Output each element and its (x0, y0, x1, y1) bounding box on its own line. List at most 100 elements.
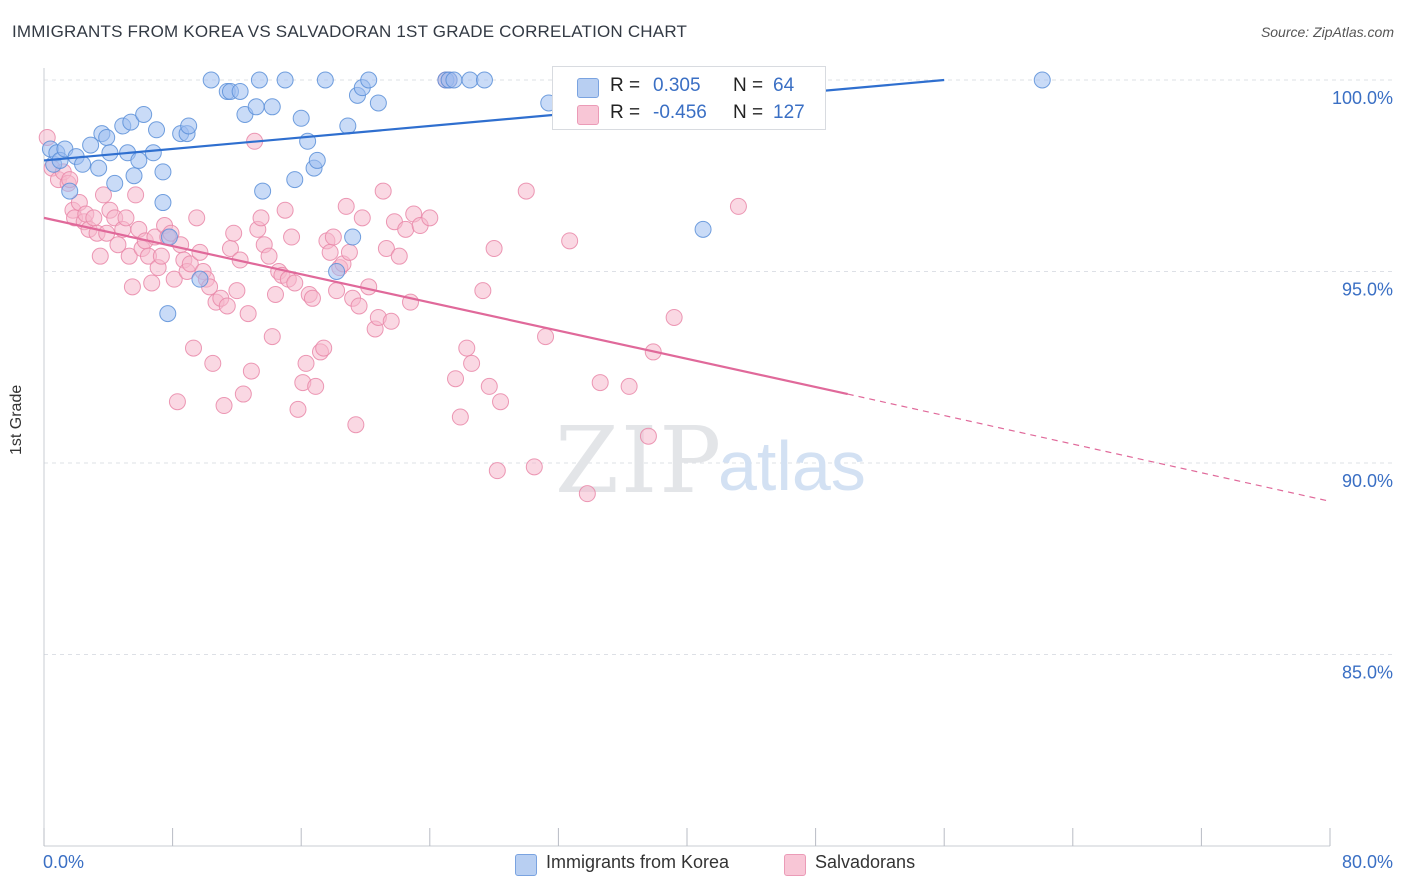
salvadoran-point (123, 278, 141, 296)
salvadoran-point (492, 393, 510, 411)
salvadoran-point (328, 282, 346, 300)
series-legend: Immigrants from Korea Salvadorans (0, 852, 1406, 878)
salvadoran-point (218, 297, 236, 315)
y-tick-label: 95.0% (1342, 280, 1393, 300)
korea-point (160, 228, 178, 246)
salvadoran-point (463, 354, 481, 372)
salvadoran-point (397, 220, 415, 238)
salvadoran-point (152, 247, 170, 265)
korea-point (694, 220, 712, 238)
salvadoran-point (165, 270, 183, 288)
salvadoran-point (184, 339, 202, 357)
korea-point (308, 151, 326, 169)
korea-point (122, 113, 140, 131)
salvadoran-point (374, 182, 392, 200)
korea-point (191, 270, 209, 288)
korea-point (130, 151, 148, 169)
n-value: 127 (773, 102, 805, 123)
salvadoran-point (120, 247, 138, 265)
salvadoran-point (188, 209, 206, 227)
salvadoran-point (537, 328, 555, 346)
watermark-atlas: atlas (718, 427, 866, 505)
salvadoran-point (377, 240, 395, 258)
korea-point (247, 98, 265, 116)
salvadoran-point (307, 377, 325, 395)
salvadoran-point (347, 416, 365, 434)
korea-point (154, 163, 172, 181)
chart-title: IMMIGRANTS FROM KOREA VS SALVADORAN 1ST … (12, 22, 688, 41)
salvadoran-point (283, 228, 301, 246)
salvadoran-point (324, 228, 342, 246)
r-label: R = (610, 102, 641, 123)
salvadoran-point (382, 312, 400, 330)
n-label: N = (733, 102, 764, 123)
salvadoran-point (480, 377, 498, 395)
korea-point (369, 94, 387, 112)
salvadoran-point (109, 236, 127, 254)
korea-point (98, 128, 116, 146)
stats-legend: R = 0.305 N = 64 R = -0.456 N = 127 (552, 66, 826, 130)
salvadoran-point (517, 182, 535, 200)
salvadoran-point (215, 397, 233, 415)
korea-point (90, 159, 108, 177)
salvadoran-point (447, 370, 465, 388)
korea-point (461, 71, 479, 89)
korea-point (159, 305, 177, 323)
korea-point (339, 117, 357, 135)
salvadoran-point (266, 285, 284, 303)
salvadoran-point (260, 247, 278, 265)
salvadoran-point (289, 400, 307, 418)
korea-point (316, 71, 334, 89)
salvadorans-swatch (577, 105, 599, 125)
salvadoran-point (242, 362, 260, 380)
salvadoran-point (639, 427, 657, 445)
r-value: 0.305 (653, 75, 701, 96)
n-value: 64 (773, 75, 795, 96)
legend-label-korea: Immigrants from Korea (546, 852, 730, 872)
korea-point (125, 167, 143, 185)
korea-point (263, 98, 281, 116)
salvadoran-point (127, 186, 145, 204)
salvadoran-point (228, 282, 246, 300)
salvadoran-point (665, 308, 683, 326)
korea-point (148, 121, 166, 139)
salvadoran-point (340, 243, 358, 261)
salvadoran-point (561, 232, 579, 250)
legend-label-salvadorans: Salvadorans (815, 852, 916, 872)
korea-point (231, 82, 249, 100)
korea-point (250, 71, 268, 89)
y-tick-label: 100.0% (1332, 88, 1393, 108)
r-value: -0.456 (653, 102, 707, 123)
salvadoran-point (85, 209, 103, 227)
salvadoran-point (239, 305, 257, 323)
salvadoran-point (286, 274, 304, 292)
korea-point (135, 105, 153, 123)
salvadoran-point (321, 243, 339, 261)
n-label: N = (733, 75, 764, 96)
y-tick-label: 85.0% (1342, 663, 1393, 683)
salvadoran-point (390, 247, 408, 265)
x-tick-label-min: 0.0% (43, 852, 85, 872)
salvadoran-point (297, 354, 315, 372)
salvadoran-point (485, 240, 503, 258)
salvadoran-point (578, 485, 596, 503)
salvadoran-point (729, 197, 747, 215)
salvadoran-point (303, 289, 321, 307)
salvadorans-legend-swatch (784, 854, 806, 876)
r-label: R = (610, 75, 641, 96)
salvadoran-point (337, 197, 355, 215)
korea-point (475, 71, 493, 89)
korea-point (276, 71, 294, 89)
salvadoran-point (488, 462, 506, 480)
korea-point (1033, 71, 1051, 89)
salvadoran-point (252, 209, 270, 227)
korea-point (144, 144, 162, 162)
salvadoran-point (225, 224, 243, 242)
korea-point (360, 71, 378, 89)
salvadoran-point (91, 247, 109, 265)
salvadoran-point (117, 209, 135, 227)
korea-point (82, 136, 100, 154)
korea-point (154, 194, 172, 212)
korea-point (180, 117, 198, 135)
